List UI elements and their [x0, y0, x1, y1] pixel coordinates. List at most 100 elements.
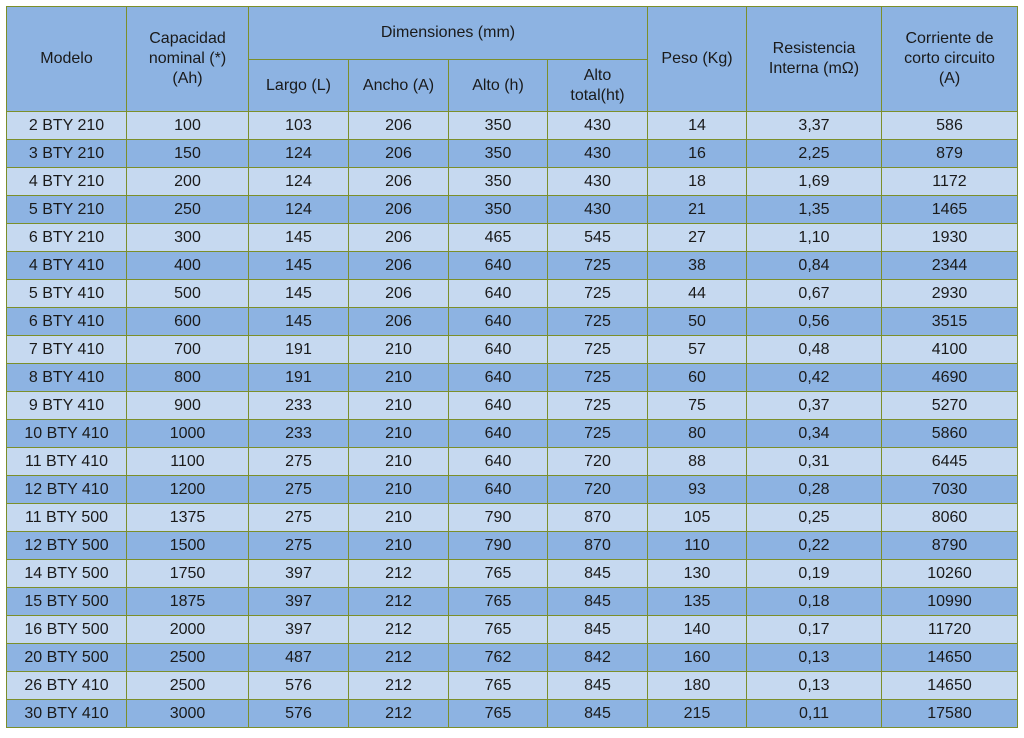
cell-peso: 130: [647, 559, 747, 588]
cell-resistencia: 0,19: [746, 559, 882, 588]
header-resistencia-line2: Interna (mΩ): [768, 60, 860, 77]
cell-corriente: 586: [881, 111, 1018, 140]
cell-capacidad: 1500: [126, 531, 249, 560]
cell-corriente: 879: [881, 139, 1018, 168]
cell-corriente: 8790: [881, 531, 1018, 560]
table-row: 11 BTY 410 1100 275 210 640 720 88 0,31 6445: [6, 447, 1018, 476]
table-body: 2 BTY 210 100 103 206 350 430 14 3,37 586 3 BTY 2…: [6, 111, 1018, 728]
cell-capacidad: 1200: [126, 475, 249, 504]
cell-capacidad: 1750: [126, 559, 249, 588]
cell-alto: 640: [448, 447, 548, 476]
cell-ancho: 210: [348, 447, 449, 476]
cell-alto: 765: [448, 559, 548, 588]
table-row: 14 BTY 500 1750 397 212 765 845 130 0,19 10260: [6, 559, 1018, 588]
cell-modelo: 7 BTY 410: [6, 335, 127, 364]
cell-largo: 145: [248, 279, 349, 308]
cell-capacidad: 200: [126, 167, 249, 196]
cell-peso: 215: [647, 699, 747, 728]
cell-alto: 350: [448, 111, 548, 140]
cell-corriente: 10260: [881, 559, 1018, 588]
cell-capacidad: 900: [126, 391, 249, 420]
cell-modelo: 20 BTY 500: [6, 643, 127, 672]
cell-alto: 790: [448, 503, 548, 532]
cell-peso: 44: [647, 279, 747, 308]
cell-largo: 233: [248, 391, 349, 420]
cell-largo: 275: [248, 503, 349, 532]
cell-largo: 124: [248, 139, 349, 168]
cell-capacidad: 1375: [126, 503, 249, 532]
cell-alto-total: 845: [547, 615, 648, 644]
cell-alto: 762: [448, 643, 548, 672]
cell-resistencia: 0,34: [746, 419, 882, 448]
cell-alto: 765: [448, 699, 548, 728]
cell-modelo: 8 BTY 410: [6, 363, 127, 392]
cell-resistencia: 0,22: [746, 531, 882, 560]
cell-alto: 640: [448, 391, 548, 420]
cell-largo: 191: [248, 335, 349, 364]
cell-modelo: 26 BTY 410: [6, 671, 127, 700]
cell-largo: 124: [248, 167, 349, 196]
cell-peso: 60: [647, 363, 747, 392]
table-row: 10 BTY 410 1000 233 210 640 725 80 0,34 5860: [6, 419, 1018, 448]
cell-ancho: 212: [348, 671, 449, 700]
cell-resistencia: 0,13: [746, 643, 882, 672]
cell-peso: 105: [647, 503, 747, 532]
cell-corriente: 5860: [881, 419, 1018, 448]
cell-capacidad: 300: [126, 223, 249, 252]
cell-peso: 14: [647, 111, 747, 140]
cell-resistencia: 0,11: [746, 699, 882, 728]
cell-modelo: 9 BTY 410: [6, 391, 127, 420]
cell-alto-total: 725: [547, 391, 648, 420]
table-row: 30 BTY 410 3000 576 212 765 845 215 0,11 17580: [6, 699, 1018, 728]
cell-alto: 790: [448, 531, 548, 560]
cell-largo: 397: [248, 615, 349, 644]
cell-resistencia: 0,42: [746, 363, 882, 392]
cell-modelo: 12 BTY 500: [6, 531, 127, 560]
table-row: 4 BTY 410 400 145 206 640 725 38 0,84 2344: [6, 251, 1018, 280]
cell-modelo: 3 BTY 210: [6, 139, 127, 168]
cell-peso: 38: [647, 251, 747, 280]
table-row: 16 BTY 500 2000 397 212 765 845 140 0,17 11720: [6, 615, 1018, 644]
cell-modelo: 11 BTY 410: [6, 447, 127, 476]
cell-ancho: 210: [348, 335, 449, 364]
cell-capacidad: 2000: [126, 615, 249, 644]
cell-largo: 487: [248, 643, 349, 672]
cell-peso: 140: [647, 615, 747, 644]
cell-corriente: 6445: [881, 447, 1018, 476]
cell-resistencia: 0,67: [746, 279, 882, 308]
cell-resistencia: 3,37: [746, 111, 882, 140]
cell-capacidad: 150: [126, 139, 249, 168]
header-largo: Largo (L): [248, 59, 349, 112]
cell-alto-total: 725: [547, 363, 648, 392]
cell-corriente: 11720: [881, 615, 1018, 644]
cell-modelo: 11 BTY 500: [6, 503, 127, 532]
cell-ancho: 212: [348, 559, 449, 588]
table-header: Modelo Capacidad nominal (*) (Ah) Dimens…: [6, 6, 1018, 112]
cell-corriente: 1930: [881, 223, 1018, 252]
cell-peso: 57: [647, 335, 747, 364]
cell-modelo: 12 BTY 410: [6, 475, 127, 504]
cell-capacidad: 100: [126, 111, 249, 140]
cell-corriente: 7030: [881, 475, 1018, 504]
cell-alto-total: 845: [547, 699, 648, 728]
cell-largo: 397: [248, 587, 349, 616]
header-corriente-line2: corto circuito: [904, 50, 995, 67]
cell-corriente: 10990: [881, 587, 1018, 616]
table-row: 2 BTY 210 100 103 206 350 430 14 3,37 586: [6, 111, 1018, 140]
header-modelo: Modelo: [6, 6, 127, 112]
cell-modelo: 10 BTY 410: [6, 419, 127, 448]
cell-ancho: 210: [348, 363, 449, 392]
table-row: 7 BTY 410 700 191 210 640 725 57 0,48 4100: [6, 335, 1018, 364]
cell-peso: 88: [647, 447, 747, 476]
cell-ancho: 212: [348, 615, 449, 644]
cell-peso: 160: [647, 643, 747, 672]
cell-alto: 350: [448, 195, 548, 224]
cell-alto: 765: [448, 671, 548, 700]
cell-modelo: 6 BTY 210: [6, 223, 127, 252]
cell-capacidad: 600: [126, 307, 249, 336]
header-resistencia: Resistencia Interna (mΩ): [746, 6, 882, 112]
cell-corriente: 3515: [881, 307, 1018, 336]
cell-alto-total: 430: [547, 111, 648, 140]
cell-alto-total: 720: [547, 447, 648, 476]
cell-resistencia: 0,25: [746, 503, 882, 532]
